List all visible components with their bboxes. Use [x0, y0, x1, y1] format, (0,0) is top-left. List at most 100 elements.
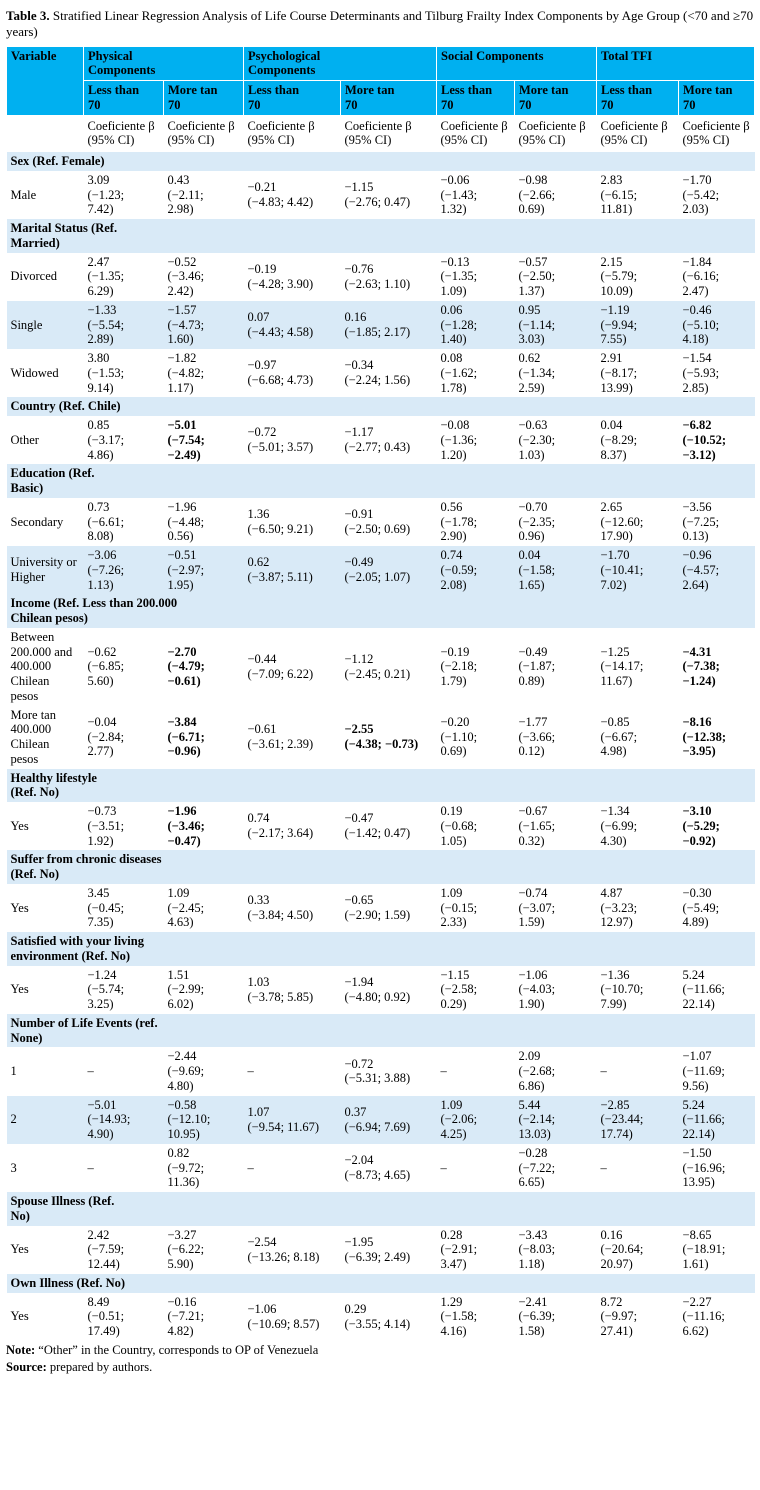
section-row: Country (Ref. Chile) [6, 397, 755, 416]
coefficient-cell: −5.01 (−14.93; 4.90) [83, 1095, 164, 1144]
data-row: University or Higher −3.06 (−7.26; 1.13) −0… [6, 546, 755, 595]
ci-value: (−7.21; 4.82) [167, 1309, 205, 1338]
coefficient-cell: 0.43 (−2.11; 2.98) [164, 171, 244, 219]
ci-value: (−6.50; 9.21) [247, 521, 314, 536]
beta-value: 1.03 [247, 974, 270, 989]
beta-value: −2.85 [600, 1097, 630, 1112]
ci-value: (−3.17; 4.86) [87, 432, 125, 462]
ci-value: (−2.66; 0.69) [518, 187, 556, 217]
beta-value: 3.09 [87, 172, 110, 187]
beta-value: −0.47 [344, 811, 374, 826]
ci-value: (−4.82; 1.17) [167, 365, 205, 395]
beta-value: −2.44 [167, 1049, 197, 1064]
beta-value: 5.44 [518, 1097, 541, 1112]
beta-value: – [247, 1064, 254, 1078]
ci-label: (95% CI) [682, 133, 730, 148]
coefficient-cell: 0.04 (−1.58; 1.65) [514, 546, 597, 595]
beta-value: – [600, 1064, 607, 1078]
beta-value: −2.70 [167, 644, 197, 659]
coefficient-cell: −0.04 (−2.84; 2.77) [84, 706, 164, 769]
ci-value: (−7.38; −1.24) [682, 659, 720, 688]
beta-value: −0.72 [247, 425, 277, 440]
ci-value: (−4.73; 1.60) [167, 317, 205, 347]
coefficient-cell: – [84, 1047, 164, 1095]
coefficient-cell: −0.20 (−1.10; 0.69) [437, 706, 515, 769]
coefficient-cell: −1.34 (−6.99; 4.30) [597, 802, 679, 850]
regression-table: Variable Physical Components Psychologic… [6, 45, 756, 1341]
coefficient-cell: −3.27 (−6.22; 5.90) [164, 1226, 244, 1274]
coefficient-cell: −0.72 (−5.31; 3.88) [341, 1047, 437, 1095]
beta-value: – [247, 1160, 254, 1175]
coefficient-cell: −0.21 (−4.83; 4.42) [244, 171, 341, 219]
table-header: Variable Physical Components Psychologic… [6, 45, 756, 152]
ci-value: (−0.59; 2.08) [440, 562, 478, 592]
ci-value: (−11.66; 22.14) [682, 982, 725, 1011]
ci-label: (95% CI) [167, 133, 215, 148]
ci-value: (−2.77; 0.43) [344, 440, 411, 455]
paper-table-page: Table 3. Stratified Linear Regression An… [6, 8, 756, 1374]
ci-value: (−6.67; 4.98) [600, 729, 638, 759]
ci-value: (−16.96; 13.95) [682, 1160, 726, 1190]
beta-value: −0.58 [167, 1097, 197, 1112]
coefficient-cell: −1.50 (−16.96; 13.95) [679, 1144, 755, 1192]
coef-label: Coeficiente β [344, 118, 412, 133]
beta-value: −3.56 [682, 499, 712, 514]
ci-value: (−5.74; 3.25) [87, 982, 125, 1011]
beta-value: −2.27 [682, 1294, 712, 1309]
ci-value: (−12.10; 10.95) [167, 1112, 211, 1141]
beta-value: −0.96 [682, 548, 712, 562]
beta-value: −5.01 [87, 1097, 117, 1112]
ci-value: (−2.24; 1.56) [344, 373, 411, 388]
beta-value: −4.31 [682, 644, 712, 659]
beta-value: −1.15 [344, 180, 374, 195]
row-label: Male [10, 187, 37, 202]
coef-header-cell: Coeficiente β (95% CI) [514, 115, 597, 152]
beta-value: 1.36 [247, 507, 270, 522]
section-label: Number of Life Events (ref. None) [6, 1013, 755, 1048]
beta-value: −0.20 [440, 714, 470, 729]
row-label: 3 [10, 1160, 17, 1175]
ci-value: (−6.39; 1.58) [518, 1309, 556, 1338]
coef-label: Coeficiente β [167, 118, 235, 133]
ci-value: (−2.58; 0.29) [440, 982, 478, 1011]
beta-value: 0.08 [440, 351, 463, 365]
beta-value: 2.91 [600, 351, 623, 365]
coef-header-cell: Coeficiente β (95% CI) [163, 115, 244, 152]
coefficient-cell: 0.07 (−4.43; 4.58) [243, 300, 341, 349]
section-row: Healthy lifestyle (Ref. No) [6, 768, 755, 802]
beta-value: −1.70 [600, 548, 630, 562]
beta-value: 0.43 [167, 172, 190, 187]
section-row: Spouse Illness (Ref. No) [6, 1192, 755, 1226]
coefficient-cell: −1.96 (−3.46; −0.47) [164, 802, 244, 850]
ci-value: (−10.52; −3.12) [682, 432, 727, 462]
data-row: Widowed 3.80 (−1.53; 9.14) −1.82 (−4.82; 1.1… [7, 349, 755, 397]
beta-value: −0.62 [87, 644, 117, 659]
beta-value: 2.65 [600, 499, 623, 514]
beta-value: −0.46 [682, 302, 712, 317]
ci-value: (−9.97; 27.41) [600, 1309, 638, 1338]
row-label: Divorced [10, 269, 58, 284]
beta-value: – [87, 1160, 94, 1175]
coefficient-cell: −1.84 (−6.16; 2.47) [679, 253, 755, 301]
ci-value: (−5.42; 2.03) [682, 187, 720, 217]
beta-value: 1.07 [247, 1104, 270, 1119]
ci-value: (−6.99; 4.30) [600, 818, 638, 848]
beta-value: −0.06 [440, 172, 470, 187]
note-text: “Other” in the Country, corresponds to O… [35, 1342, 319, 1357]
coefficient-cell: −0.34 (−2.24; 1.56) [341, 349, 437, 397]
ci-value: (−10.70; 7.99) [600, 982, 644, 1011]
ci-value: (−2.18; 1.79) [440, 659, 478, 688]
beta-value: −2.55 [344, 722, 374, 737]
ci-value: (−6.68; 4.73) [247, 373, 314, 388]
coefficient-cell: 0.95 (−1.14; 3.03) [514, 300, 597, 349]
section-label: Satisfied with your living environment (… [6, 932, 755, 966]
coefficient-cell: 3.80 (−1.53; 9.14) [84, 349, 164, 397]
ci-value: (−2.05; 1.07) [344, 570, 411, 585]
coefficient-cell: 8.72 (−9.97; 27.41) [597, 1293, 679, 1341]
coefficient-cell: – [597, 1144, 679, 1192]
ci-value: (−6.15; 11.81) [600, 187, 638, 217]
coefficient-cell: −0.97 (−6.68; 4.73) [244, 349, 341, 397]
coefficient-cell: 8.49 (−0.51; 17.49) [84, 1293, 164, 1341]
coefficient-cell: −1.54 (−5.93; 2.85) [679, 349, 755, 397]
section-row: Satisfied with your living environment (… [6, 932, 755, 966]
